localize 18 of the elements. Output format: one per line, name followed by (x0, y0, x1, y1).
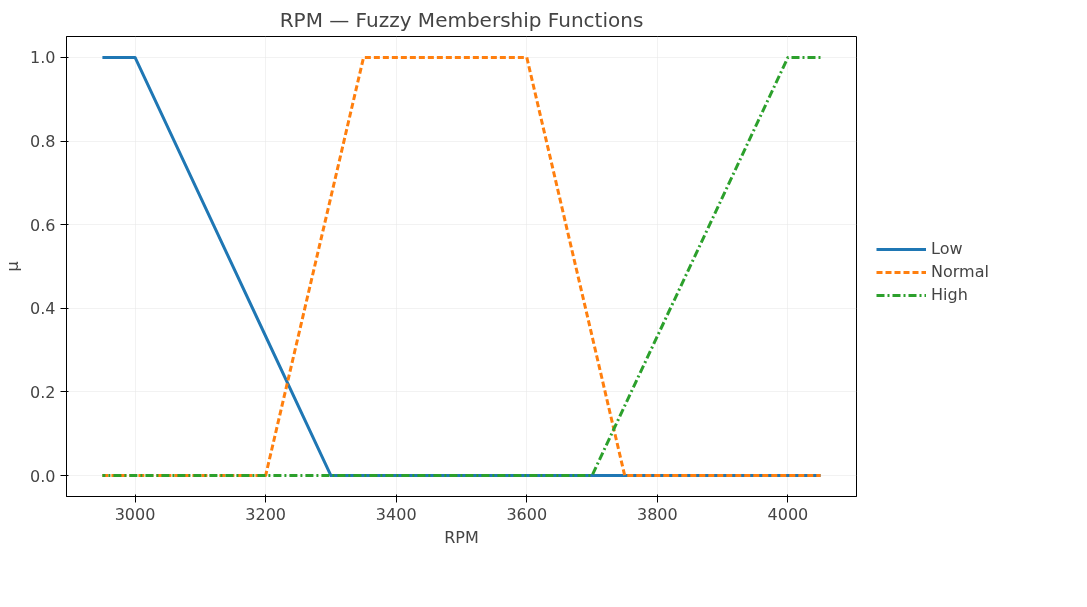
x-tick-label: 3400 (375, 504, 417, 524)
x-tick-label: 3000 (114, 504, 156, 524)
x-axis-title: RPM (444, 527, 479, 547)
y-tick-label: 0.6 (30, 215, 56, 235)
y-tick-label: 0.2 (30, 382, 56, 402)
x-tick-label: 3800 (637, 504, 678, 524)
x-tick-label: 3600 (506, 504, 548, 524)
chart-title: RPM — Fuzzy Membership Functions (279, 7, 644, 32)
x-tick-label: 3200 (245, 504, 286, 524)
legend-label: High (931, 285, 968, 304)
y-tick-label: 1.0 (30, 48, 56, 68)
y-tick-label: 0.4 (30, 299, 56, 319)
y-tick-label: 0.8 (30, 132, 56, 152)
legend-label: Low (931, 239, 963, 258)
y-tick-label: 0.0 (30, 466, 56, 486)
legend-label: Normal (931, 262, 989, 281)
x-tick-label: 4000 (767, 504, 809, 524)
y-axis-title: μ (3, 261, 23, 272)
